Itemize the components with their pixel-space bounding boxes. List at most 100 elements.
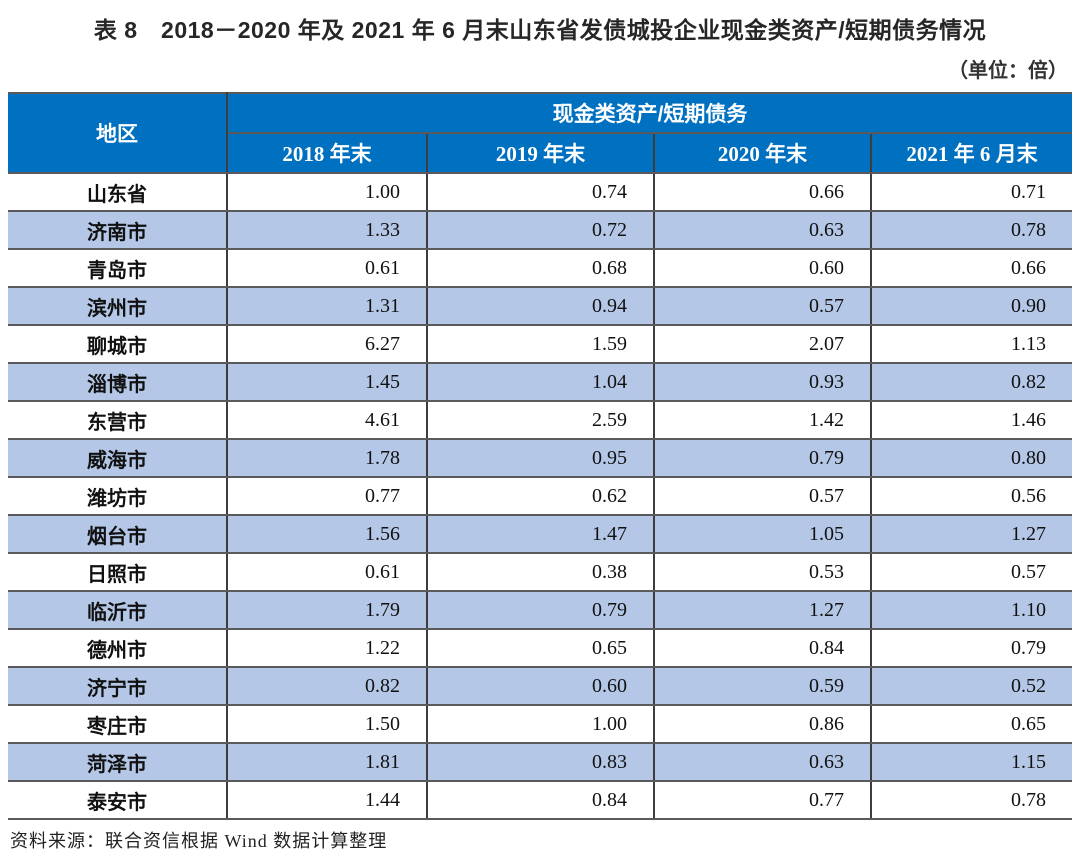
value-cell: 2.59	[426, 400, 655, 440]
value-cell: 0.71	[869, 172, 1073, 212]
value-cell: 1.00	[426, 704, 655, 744]
region-cell: 淄博市	[8, 362, 228, 402]
value-cell: 0.84	[653, 628, 872, 668]
table-row: 济南市 1.33 0.72 0.63 0.78	[8, 210, 1073, 250]
region-cell: 济南市	[8, 210, 228, 250]
value-cell: 1.13	[869, 324, 1073, 364]
table-row: 济宁市 0.82 0.60 0.59 0.52	[8, 666, 1073, 706]
region-cell: 山东省	[8, 172, 228, 212]
table-row: 滨州市 1.31 0.94 0.57 0.90	[8, 286, 1073, 326]
region-cell: 临沂市	[8, 590, 228, 630]
group-column-header: 现金类资产/短期债务	[225, 92, 1073, 134]
value-cell: 0.79	[426, 590, 655, 630]
value-cell: 1.56	[226, 514, 428, 554]
value-cell: 0.61	[226, 552, 428, 592]
value-cell: 6.27	[226, 324, 428, 364]
value-cell: 0.63	[653, 742, 872, 782]
value-cell: 0.80	[869, 438, 1073, 478]
value-cell: 1.59	[426, 324, 655, 364]
source-note: 资料来源：联合资信根据 Wind 数据计算整理	[10, 831, 388, 851]
value-cell: 0.95	[426, 438, 655, 478]
period-header-2021h1: 2021 年 6 月末	[869, 132, 1073, 174]
value-cell: 0.83	[426, 742, 655, 782]
value-cell: 0.65	[426, 628, 655, 668]
header-row-periods: 2018 年末 2019 年末 2020 年末 2021 年 6 月末	[8, 132, 1073, 174]
value-cell: 1.78	[226, 438, 428, 478]
table-row: 淄博市 1.45 1.04 0.93 0.82	[8, 362, 1073, 402]
value-cell: 1.79	[226, 590, 428, 630]
table-row: 德州市 1.22 0.65 0.84 0.79	[8, 628, 1073, 668]
value-cell: 1.46	[869, 400, 1073, 440]
value-cell: 0.59	[653, 666, 872, 706]
value-cell: 0.86	[653, 704, 872, 744]
value-cell: 0.90	[869, 286, 1073, 326]
value-cell: 1.00	[226, 172, 428, 212]
table-row: 烟台市 1.56 1.47 1.05 1.27	[8, 514, 1073, 554]
region-cell: 德州市	[8, 628, 228, 668]
value-cell: 0.65	[869, 704, 1073, 744]
value-cell: 0.61	[226, 248, 428, 288]
region-cell: 泰安市	[8, 780, 228, 820]
value-cell: 0.74	[426, 172, 655, 212]
value-cell: 1.15	[869, 742, 1073, 782]
value-cell: 1.31	[226, 286, 428, 326]
region-column-header: 地区	[8, 92, 228, 174]
value-cell: 0.66	[653, 172, 872, 212]
value-cell: 0.79	[869, 628, 1073, 668]
table-body: 山东省 1.00 0.74 0.66 0.71 济南市 1.33 0.72 0.63 0.78 青岛…	[8, 172, 1073, 820]
region-cell: 滨州市	[8, 286, 228, 326]
value-cell: 2.07	[653, 324, 872, 364]
value-cell: 1.33	[226, 210, 428, 250]
value-cell: 0.57	[653, 476, 872, 516]
value-cell: 1.22	[226, 628, 428, 668]
region-cell: 菏泽市	[8, 742, 228, 782]
table-row: 山东省 1.00 0.74 0.66 0.71	[8, 172, 1073, 212]
value-cell: 0.38	[426, 552, 655, 592]
value-cell: 0.77	[226, 476, 428, 516]
value-cell: 1.27	[869, 514, 1073, 554]
unit-note: （单位：倍）	[948, 60, 1068, 82]
value-cell: 0.77	[653, 780, 872, 820]
value-cell: 0.72	[426, 210, 655, 250]
value-cell: 4.61	[226, 400, 428, 440]
region-cell: 威海市	[8, 438, 228, 478]
region-cell: 聊城市	[8, 324, 228, 364]
value-cell: 0.52	[869, 666, 1073, 706]
region-cell: 枣庄市	[8, 704, 228, 744]
value-cell: 1.44	[226, 780, 428, 820]
table-row: 青岛市 0.61 0.68 0.60 0.66	[8, 248, 1073, 288]
value-cell: 0.57	[653, 286, 872, 326]
region-cell: 烟台市	[8, 514, 228, 554]
value-cell: 1.10	[869, 590, 1073, 630]
region-cell: 东营市	[8, 400, 228, 440]
value-cell: 1.45	[226, 362, 428, 402]
table-row: 泰安市 1.44 0.84 0.77 0.78	[8, 780, 1073, 820]
value-cell: 0.78	[869, 210, 1073, 250]
value-cell: 0.78	[869, 780, 1073, 820]
table-row: 东营市 4.61 2.59 1.42 1.46	[8, 400, 1073, 440]
table-row: 聊城市 6.27 1.59 2.07 1.13	[8, 324, 1073, 364]
value-cell: 0.94	[426, 286, 655, 326]
header-row-group: 地区 现金类资产/短期债务	[8, 92, 1073, 174]
region-cell: 青岛市	[8, 248, 228, 288]
value-cell: 0.53	[653, 552, 872, 592]
value-cell: 0.68	[426, 248, 655, 288]
value-cell: 0.82	[869, 362, 1073, 402]
value-cell: 0.57	[869, 552, 1073, 592]
table-row: 菏泽市 1.81 0.83 0.63 1.15	[8, 742, 1073, 782]
value-cell: 0.60	[426, 666, 655, 706]
period-header-2018: 2018 年末	[227, 132, 428, 174]
value-cell: 1.05	[653, 514, 872, 554]
table-caption: 表 8 2018－2020 年及 2021 年 6 月末山东省发债城投企业现金类…	[93, 17, 987, 43]
table-row: 枣庄市 1.50 1.00 0.86 0.65	[8, 704, 1073, 744]
value-cell: 0.56	[869, 476, 1073, 516]
value-cell: 1.47	[426, 514, 655, 554]
value-cell: 0.93	[653, 362, 872, 402]
value-cell: 0.60	[653, 248, 872, 288]
value-cell: 1.50	[226, 704, 428, 744]
data-table: 地区 现金类资产/短期债务 2018 年末 2019 年末 2020 年末 20…	[8, 92, 1073, 820]
region-cell: 济宁市	[8, 666, 228, 706]
value-cell: 0.63	[653, 210, 872, 250]
value-cell: 1.27	[653, 590, 872, 630]
value-cell: 0.66	[869, 248, 1073, 288]
